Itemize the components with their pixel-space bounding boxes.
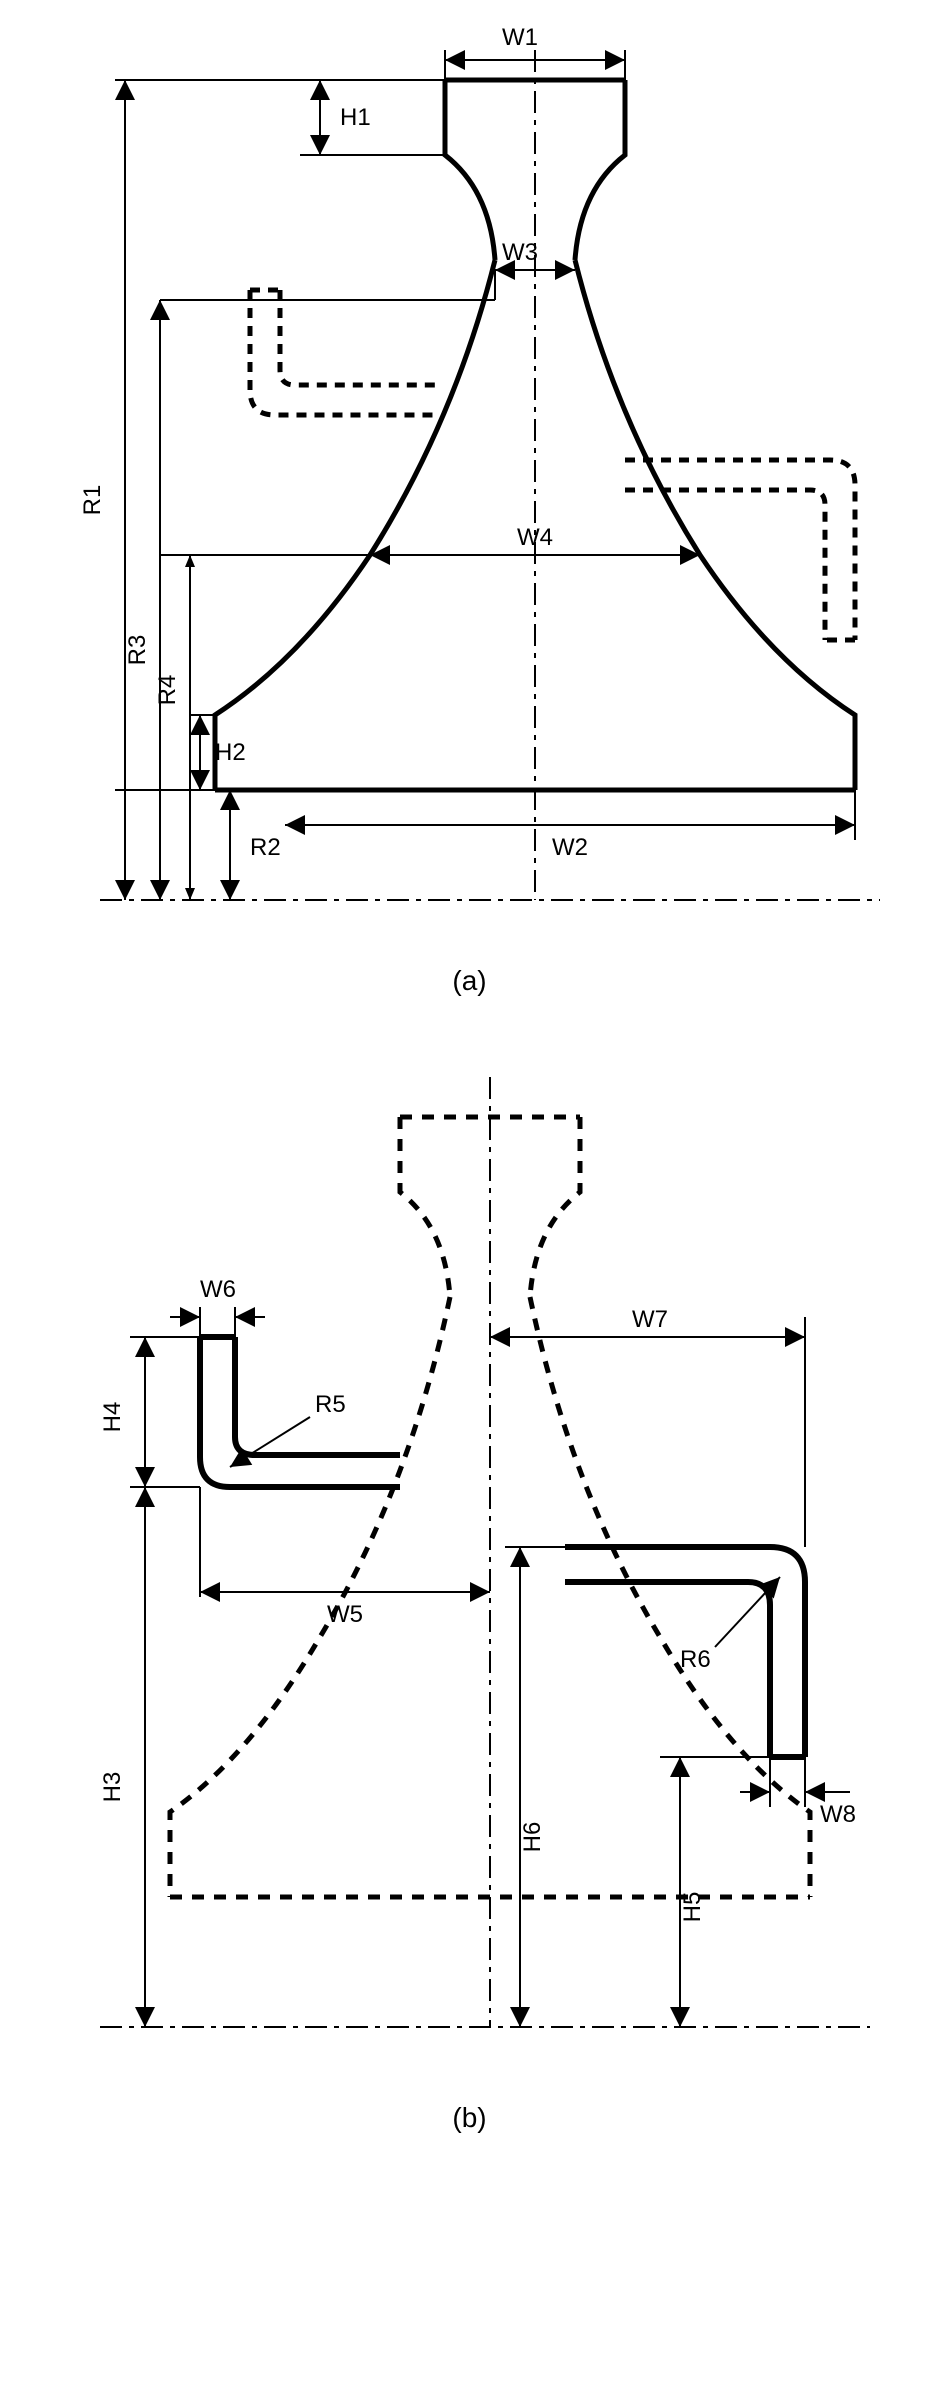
label-r2: R2 [250, 834, 281, 861]
label-w5: W5 [327, 1601, 363, 1628]
label-r5: R5 [315, 1391, 346, 1418]
diagram-a: W1 H1 W3 W4 H2 W2 R1 R3 R4 R2 [0, 0, 939, 950]
bracket-left-solid [200, 1337, 400, 1487]
label-h1: H1 [340, 104, 371, 131]
bracket-left-dashed [250, 290, 440, 415]
label-r3: R3 [124, 635, 151, 666]
caption-a: (a) [0, 965, 939, 997]
label-w4: W4 [517, 524, 553, 551]
label-h3: H3 [99, 1772, 126, 1803]
label-w1: W1 [502, 24, 538, 51]
label-h2: H2 [215, 739, 246, 766]
label-w6: W6 [200, 1276, 236, 1303]
label-w7: W7 [632, 1306, 668, 1333]
label-r1: R1 [79, 485, 106, 516]
label-h4: H4 [99, 1402, 126, 1433]
label-w3: W3 [502, 239, 538, 266]
label-h6: H6 [519, 1822, 546, 1853]
label-r6: R6 [680, 1646, 711, 1673]
label-h5: H5 [679, 1892, 706, 1923]
label-r4: R4 [154, 675, 181, 706]
diagram-b: W6 W7 H4 R5 W5 H3 H6 R6 H5 W8 [0, 1037, 939, 2087]
caption-b: (b) [0, 2102, 939, 2134]
label-w2: W2 [552, 834, 588, 861]
label-w8: W8 [820, 1801, 856, 1828]
